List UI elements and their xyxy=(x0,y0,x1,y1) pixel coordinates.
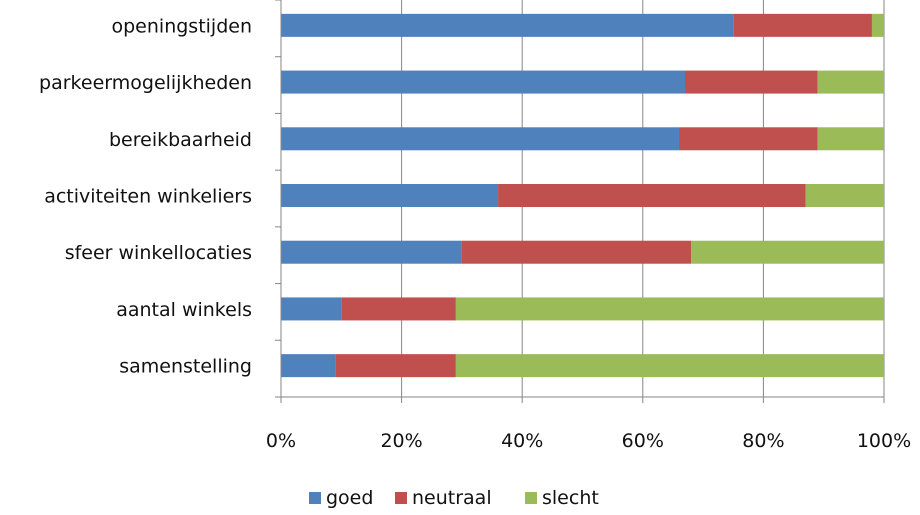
legend-swatch-neutraal xyxy=(395,492,407,504)
legend-swatch-slecht xyxy=(525,492,537,504)
legend-label-goed: goed xyxy=(326,487,373,509)
category-label: openingstijden xyxy=(112,15,253,37)
legend-swatch-goed xyxy=(309,492,321,504)
x-tick-label: 20% xyxy=(380,430,422,452)
axes xyxy=(275,0,885,403)
labels: 0% 20% 40% 60% 80% 100% openingstijden parkeerm… xyxy=(39,15,911,452)
bar-goed xyxy=(281,354,336,378)
category-label: aantal winkels xyxy=(116,299,252,321)
x-tick-label: 80% xyxy=(742,430,784,452)
bar-goed xyxy=(281,297,342,321)
legend: goed neutraal slecht xyxy=(309,487,599,509)
bar-goed xyxy=(281,127,679,151)
x-tick-label: 40% xyxy=(501,430,543,452)
bar-slecht xyxy=(455,354,884,378)
bar-neutraal xyxy=(685,70,818,94)
bars xyxy=(281,13,884,378)
bar-slecht xyxy=(691,240,884,264)
legend-label-slecht: slecht xyxy=(542,487,599,509)
bar-neutraal xyxy=(498,184,806,207)
bar-goed xyxy=(281,70,686,94)
bar-neutraal xyxy=(341,297,456,321)
bar-neutraal xyxy=(461,240,692,264)
category-label: activiteiten winkeliers xyxy=(44,186,252,208)
bar-slecht xyxy=(817,127,884,151)
bar-neutraal xyxy=(733,13,872,37)
bar-slecht xyxy=(817,70,884,94)
category-label: sfeer winkellocaties xyxy=(65,242,252,264)
x-tick-label: 100% xyxy=(857,430,911,452)
bar-slecht xyxy=(455,297,884,321)
bar-slecht xyxy=(805,184,884,207)
bar-goed xyxy=(281,13,734,37)
bar-neutraal xyxy=(335,354,456,378)
bar-goed xyxy=(281,184,499,207)
bar-goed xyxy=(281,240,462,264)
legend-label-neutraal: neutraal xyxy=(412,487,492,509)
bar-slecht xyxy=(871,13,884,37)
bar-neutraal xyxy=(678,127,818,151)
category-label: parkeermogelijkheden xyxy=(39,72,252,94)
category-label: samenstelling xyxy=(119,356,252,378)
category-label: bereikbaarheid xyxy=(109,129,252,151)
x-tick-label: 60% xyxy=(622,430,664,452)
x-tick-label: 0% xyxy=(266,430,296,452)
